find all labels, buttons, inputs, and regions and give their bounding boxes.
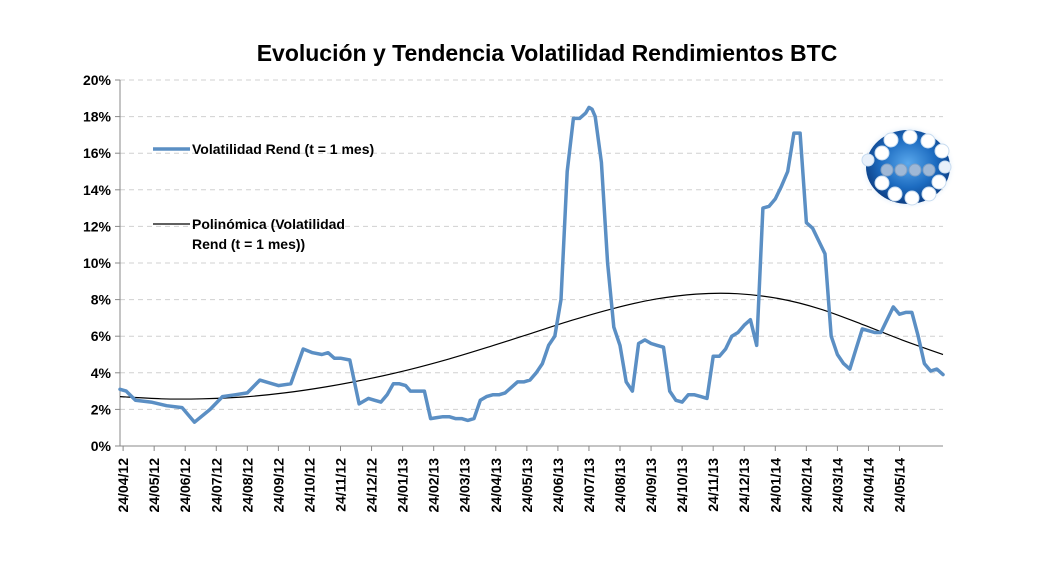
y-tick-label: 2% [91,401,112,417]
x-tick-label: 24/12/13 [736,458,752,513]
x-axis-ticks: 24/04/12 24/05/12 24/06/12 24/07/12 24/08/12… [115,446,908,513]
x-tick-label: 24/07/13 [581,458,597,513]
y-tick-label: 20% [83,72,112,88]
x-tick-label: 24/10/13 [674,458,690,513]
x-tick-label: 24/08/13 [612,458,628,513]
x-tick-label: 24/03/14 [829,458,845,513]
trend-line [119,292,944,400]
bitcoin-logo-icon [860,124,956,210]
x-tick-label: 24/05/13 [519,458,535,513]
y-tick-label: 16% [83,145,112,161]
legend-label-trend-line1: Polinómica (Volatilidad [192,216,345,232]
x-tick-label: 24/10/12 [301,458,317,513]
chart-title: Evolución y Tendencia Volatilidad Rendim… [257,40,838,66]
x-tick-label: 24/03/13 [457,458,473,513]
x-tick-label: 24/05/14 [892,458,908,513]
x-tick-label: 24/07/12 [208,458,224,513]
legend-label-volatility: Volatilidad Rend (t = 1 mes) [192,141,374,157]
x-tick-label: 24/09/13 [643,458,659,513]
x-tick-label: 24/05/12 [146,458,162,513]
y-tick-label: 0% [91,438,112,454]
x-tick-label: 24/01/13 [395,458,411,513]
legend: Volatilidad Rend (t = 1 mes) Polinómica … [153,141,374,252]
y-tick-label: 18% [83,109,112,125]
x-tick-label: 24/01/14 [767,458,783,513]
x-tick-label: 24/11/12 [333,458,349,512]
y-tick-label: 12% [83,218,112,234]
x-tick-label: 24/04/13 [488,458,504,513]
y-axis-ticks: 0% 2% 4% 6% 8% 10% 12% 14% 16% 18% 20% [83,72,120,454]
x-tick-label: 24/09/12 [270,458,286,513]
legend-label-trend-line2: Rend (t = 1 mes)) [192,236,305,252]
y-tick-label: 6% [91,328,112,344]
x-tick-label: 24/06/12 [177,458,193,513]
y-tick-label: 10% [83,255,112,271]
y-tick-label: 14% [83,182,112,198]
x-tick-label: 24/04/12 [115,458,131,513]
x-tick-label: 24/12/12 [364,458,380,513]
volatility-line [118,105,945,424]
x-tick-label: 24/11/13 [705,458,721,512]
x-tick-label: 24/08/12 [239,458,255,513]
x-tick-label: 24/06/13 [550,458,566,513]
x-tick-label: 24/02/14 [798,458,814,513]
y-tick-label: 4% [91,365,112,381]
y-tick-label: 8% [91,292,112,308]
x-tick-label: 24/02/13 [426,458,442,513]
x-tick-label: 24/04/14 [860,458,876,513]
